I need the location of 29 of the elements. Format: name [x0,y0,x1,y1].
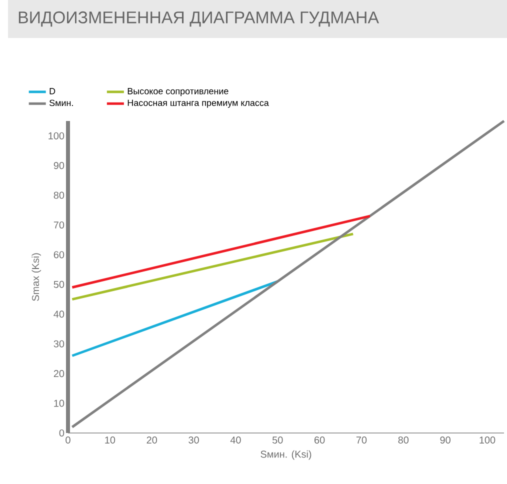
x-tick-label: 50 [272,436,283,444]
legend-label: Насосная штанга премиум класса [128,100,269,108]
chart-title: ВИДОИЗМЕНЕННАЯ ДИАГРАММА ГУДМАНА [18,11,379,27]
x-tick-label: 60 [314,436,325,444]
legend-label: Высокое сопротивление [128,88,228,96]
y-tick-label: 100 [48,132,64,140]
y-tick-label: 60 [54,251,64,258]
x-tick-label: 90 [440,436,450,444]
x-tick-label: 20 [146,436,157,444]
x-axis-title: Sмин. (Ksi) [260,450,312,460]
y-tick-label: 40 [54,310,64,318]
x-tick-label: 40 [230,436,241,444]
x-tick-label: 30 [188,436,199,444]
x-tick-label: 80 [398,436,409,444]
y-axis-title: Smax (Ksi) [32,253,42,301]
x-tick-label: 100 [480,436,496,444]
x-tick-label: 70 [356,436,367,444]
y-tick-label: 70 [54,221,64,229]
y-tick-label: 90 [54,162,64,170]
legend-label: Sмин. [49,100,73,106]
y-tick-label: 30 [54,340,64,348]
legend-label: D [50,88,56,94]
y-tick-label: 80 [54,192,64,199]
y-tick-label: 20 [54,370,64,378]
x-tick-label: 10 [105,436,116,444]
x-tick-label: 0 [66,436,70,444]
y-tick-label: 10 [54,400,64,407]
y-tick-label: 50 [54,280,64,288]
y-tick-label: 0 [59,429,64,437]
